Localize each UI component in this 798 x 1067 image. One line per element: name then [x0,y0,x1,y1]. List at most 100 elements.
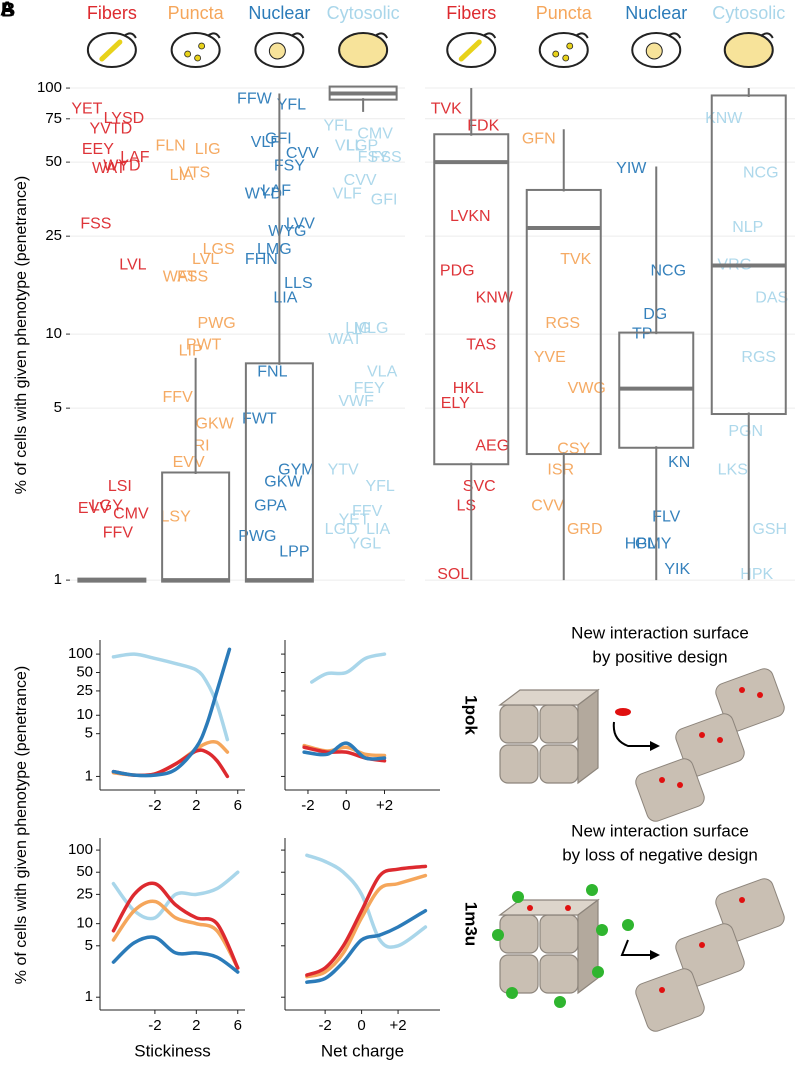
point-label: TVK [431,100,462,117]
y-tick-label: 100 [37,79,62,96]
y-tick-label: 1 [85,767,93,784]
point-label: YVTD [90,120,133,137]
point-label: GKW [264,473,303,490]
point-label: YFL [277,97,306,114]
point-label: FWT [242,411,277,428]
point-label: FNL [257,363,287,380]
point-label: FSS [80,215,111,232]
category-label: Puncta [536,3,593,23]
point-label: GKW [196,415,235,432]
chain-top [635,668,785,822]
plot-background [425,75,795,595]
point-label: LLS [284,275,312,292]
point-label: VLF [251,134,281,151]
x-axis-label: Stickiness [134,1041,211,1060]
series-line [111,647,232,778]
x-tick-label: -2 [301,797,314,814]
diagram-title: by loss of negative design [562,845,758,864]
y-tick-label: 75 [45,110,62,127]
diagram-title: New interaction surface [571,821,749,840]
point-label: FEY [354,380,385,397]
cell-bud [482,32,497,39]
point-label: FFV [163,389,194,406]
x-tick-label: -2 [148,1017,161,1034]
point-label: WYG [268,223,306,240]
point-label: GYM [278,461,314,478]
point-label: FLN [156,137,186,154]
point-label: LIA [273,289,297,306]
point-label: LIP [179,343,203,360]
point-label: LGD [325,521,358,538]
arrow [612,721,650,747]
point-label: PDG [440,263,475,280]
y-tick-label: 10 [76,706,93,723]
point-label: ISR [547,461,574,478]
point-label: HPK [740,566,773,583]
cell-bud [575,32,589,39]
punctum-icon [562,54,570,62]
y-tick-label: 25 [45,227,62,244]
cell-bud [667,32,682,39]
point-label: WAT [328,331,362,348]
category-label: Nuclear [248,3,310,23]
point-label: LAF [120,149,150,166]
y-tick-label: 1 [85,988,93,1005]
point-label: LIG [345,320,371,337]
point-label: LIA [170,167,194,184]
point-label: EVV [173,454,205,471]
y-axis-label: % of cells with given phenotype (penetra… [13,176,30,494]
y-tick-label: 50 [76,863,93,880]
punctum-icon [184,50,192,58]
green-patch [622,919,634,931]
nucleus-icon [268,42,286,60]
series-line [111,652,230,742]
point-label: YTV [328,461,359,478]
point-label: EVV [78,500,110,517]
point-label: PWG [198,315,236,332]
category-label: Fibers [87,3,137,23]
point-label: YFL [323,117,352,134]
point-label: VLL [335,137,364,154]
red-patch [615,708,631,716]
y-tick-label: 25 [76,885,93,902]
y-tick-label: 5 [54,399,62,416]
point-label: FLV [652,509,680,526]
x-axis-label: Net charge [321,1041,404,1060]
x-tick-label: 6 [234,1017,242,1034]
point-label: FSY [274,158,305,175]
point-label: WAT [92,160,126,177]
y-tick-label: 50 [76,663,93,680]
point-label: WYD [245,186,282,203]
point-label: RGS [741,349,776,366]
point-label: SVC [463,478,496,495]
chain-bottom [635,878,785,1032]
series-line [305,853,428,949]
point-label: LVKN [450,208,491,225]
point-label: TP [632,325,652,342]
arrow [620,939,650,956]
point-label: FHN [245,251,278,268]
point-label: GMY [635,535,672,552]
point-label: GFI [371,191,398,208]
y-tick-label: 5 [85,725,93,742]
point-label: EEY [82,141,114,158]
series-line [305,864,428,977]
point-label: FFW [237,91,273,108]
box [525,188,602,456]
x-tick-label: 2 [192,1017,200,1034]
diagram: New interaction surface by positive desi… [492,623,785,1032]
point-label: CVV [531,497,564,514]
diagram-title: by positive design [592,647,727,666]
point-label: VLF [332,186,362,203]
punctum-icon [198,42,206,50]
category-label: Puncta [168,3,225,23]
point-label: LAF [262,183,292,200]
point-label: GFN [522,130,556,147]
row-label: 1m3u [462,902,481,946]
series-line [302,741,387,761]
point-label: LVL [119,257,146,274]
fiber-icon [99,39,123,62]
point-label: GRD [567,521,603,538]
point-label: GSH [752,521,787,538]
